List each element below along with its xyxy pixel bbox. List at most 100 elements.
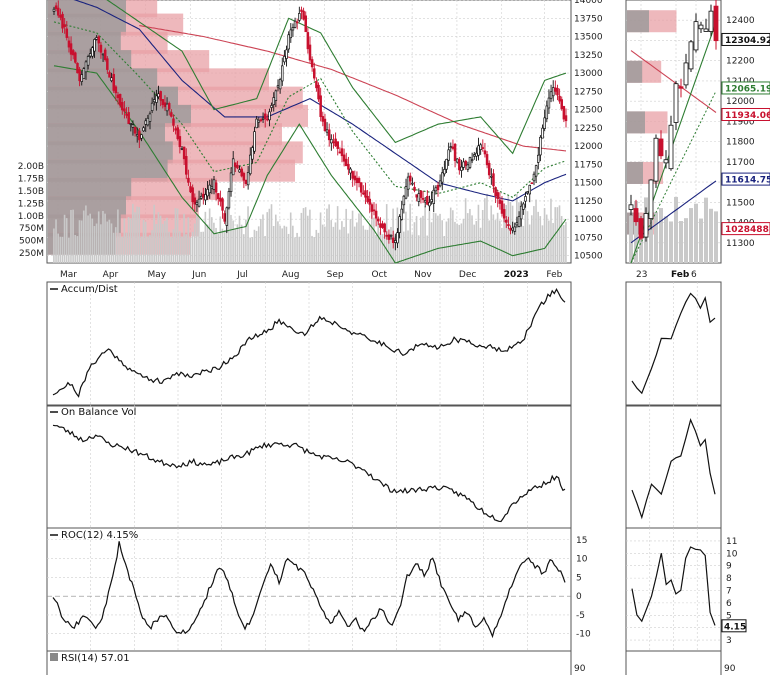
- rsi-y-tick-label: 90: [574, 664, 586, 674]
- candle-body: [167, 103, 171, 110]
- volume-bar: [454, 221, 456, 263]
- bollinger-upper-line: [106, 0, 567, 155]
- volume-bar: [219, 216, 222, 263]
- candle-body: [342, 154, 346, 162]
- volume-bar: [281, 228, 283, 263]
- candle-body: [385, 234, 389, 237]
- volume-bar: [149, 235, 151, 263]
- roc-y-tick-label: -10: [576, 630, 591, 640]
- candle-body: [195, 201, 199, 205]
- price-tag-box: [721, 81, 770, 95]
- price-tag-label: 12065.19: [725, 84, 770, 94]
- candle-body: [185, 156, 188, 175]
- candle-body: [353, 175, 357, 181]
- inset-candle-body: [658, 138, 664, 157]
- candle-body: [302, 10, 305, 20]
- candle-body: [89, 53, 92, 57]
- volume-bar: [398, 225, 401, 263]
- volume-bar: [181, 236, 183, 263]
- candle-body: [547, 97, 551, 109]
- inset-y-tick-label: 11900: [726, 117, 755, 127]
- candle-body: [490, 175, 493, 178]
- price-tag-box: [721, 222, 770, 236]
- candle-body: [295, 21, 299, 24]
- volume-bar: [187, 217, 190, 263]
- volume-bar: [466, 213, 469, 263]
- volume-by-price-up-segment: [48, 104, 191, 127]
- candle-body: [541, 127, 544, 139]
- volume-bar: [501, 227, 503, 263]
- candle-body: [556, 88, 559, 96]
- volume-bar: [142, 219, 145, 263]
- volume-bar: [356, 222, 358, 263]
- candle-body: [189, 186, 192, 193]
- candle-body: [59, 15, 62, 18]
- price-tag-box: [721, 32, 770, 46]
- price-y-tick-label: 12500: [574, 106, 603, 116]
- volume-bar: [230, 214, 232, 263]
- price-x-tick-label: Dec: [459, 270, 476, 280]
- price-y-tick-label: 10750: [574, 233, 603, 243]
- candle-body: [97, 36, 101, 44]
- candle-body: [281, 65, 284, 82]
- candle-body: [345, 158, 348, 167]
- labels-layer: 1050010750110001125011500117501200012250…: [18, 0, 770, 646]
- volume-bar: [481, 210, 484, 263]
- candle-body: [191, 187, 194, 203]
- inset-volume-bar: [629, 215, 633, 263]
- volume-bar: [319, 212, 322, 263]
- inset-candle-body: [683, 62, 689, 86]
- candle-body: [483, 150, 487, 155]
- volume-bar: [462, 218, 465, 263]
- candle-body: [287, 34, 290, 50]
- candle-body: [502, 209, 506, 219]
- roc-inset-y-tick-label: 8: [726, 574, 732, 584]
- volume-bar: [469, 208, 471, 263]
- roc-inset-value-label: 4.15: [724, 622, 746, 632]
- volume-bar: [225, 213, 228, 263]
- candle-body: [148, 113, 152, 122]
- price-tag-label: 12304.92: [725, 36, 770, 46]
- volume-by-price-up-segment: [48, 141, 173, 164]
- volume-bar: [255, 230, 258, 263]
- volume-bar: [336, 206, 339, 263]
- candle-body: [150, 102, 154, 111]
- volume-bar: [541, 225, 544, 263]
- candle-body: [123, 108, 126, 112]
- volume-bar: [112, 232, 115, 263]
- inset-x-tick-label: 23: [636, 270, 647, 280]
- candle-body: [259, 119, 263, 122]
- volume-bar: [210, 217, 213, 263]
- volume-bar: [464, 198, 467, 263]
- volume-bar: [526, 211, 529, 263]
- volume-bar: [330, 220, 333, 263]
- volume-bar: [496, 212, 499, 263]
- candle-body: [396, 232, 399, 244]
- volume-bar: [377, 221, 379, 263]
- roc-y-tick-label: 0: [576, 592, 582, 602]
- candle-body: [470, 159, 474, 162]
- volume-bar: [266, 212, 269, 263]
- candle-body: [551, 87, 555, 97]
- candle-body: [193, 197, 197, 205]
- candle-body: [370, 204, 374, 212]
- candle-body: [214, 182, 218, 193]
- candle-body: [374, 210, 378, 219]
- candle-body: [364, 190, 367, 198]
- volume-bar: [505, 204, 507, 263]
- candle-body: [543, 117, 546, 129]
- candle-body: [349, 168, 352, 174]
- volume-bar: [441, 220, 443, 263]
- candle-body: [458, 158, 461, 171]
- volume-bar: [223, 230, 226, 263]
- volume-bar: [492, 214, 495, 263]
- volume-bar: [292, 225, 294, 263]
- volume-bar: [324, 226, 326, 263]
- candle-body: [466, 164, 470, 170]
- candle-body: [310, 59, 314, 68]
- inset-candle-body: [653, 137, 659, 182]
- volume-y-tick-label: 1.25B: [18, 199, 44, 209]
- inset-y-tick-label: 12200: [726, 57, 755, 67]
- candle-body: [95, 37, 98, 40]
- volume-bar: [524, 203, 527, 263]
